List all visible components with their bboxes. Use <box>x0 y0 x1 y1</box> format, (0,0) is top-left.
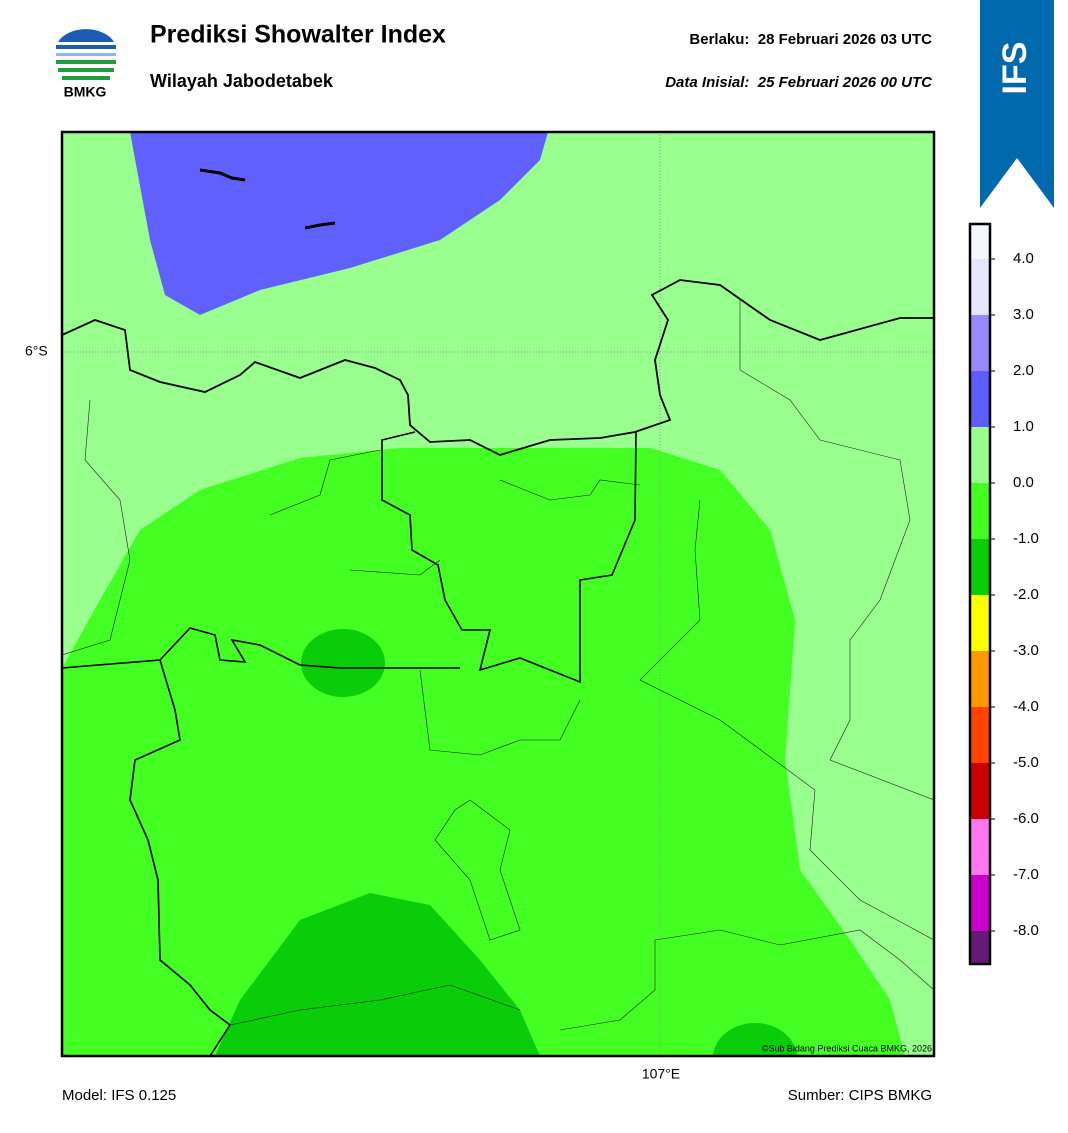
logo: BMKG <box>56 29 116 100</box>
colorbar-band <box>970 427 990 483</box>
footer-source: Sumber: CIPS BMKG <box>788 1087 932 1104</box>
colorbar-band <box>970 483 990 539</box>
colorbar-label: 1.0 <box>1013 418 1034 435</box>
subtitle: Wilayah Jabodetabek <box>150 71 334 91</box>
init-time: Data Inisial: 25 Februari 2026 00 UTC <box>665 74 933 91</box>
colorbar-band <box>970 224 990 259</box>
colorbar-band <box>970 763 990 819</box>
colorbar-label: -7.0 <box>1013 866 1039 883</box>
contour-dark <box>301 629 385 697</box>
contour-green <box>62 448 905 1056</box>
coastline <box>62 279 934 456</box>
contour-dark <box>215 893 540 1056</box>
colorbar-band <box>970 371 990 427</box>
badge-text: IFS <box>996 42 1034 95</box>
colorbar-label: -5.0 <box>1013 754 1039 771</box>
island <box>199 168 336 230</box>
province-border <box>62 431 637 1056</box>
colorbar-label: -1.0 <box>1013 530 1039 547</box>
colorbar-band <box>970 595 990 651</box>
colorbar-label: -6.0 <box>1013 810 1039 827</box>
colorbar-band <box>970 819 990 875</box>
map <box>62 132 934 1056</box>
badge <box>980 0 1054 208</box>
valid-time: Berlaku: 28 Februari 2026 03 UTC <box>689 31 932 48</box>
colorbar-band <box>970 875 990 931</box>
colorbar-band <box>970 931 990 964</box>
colorbar-label: 0.0 <box>1013 474 1034 491</box>
contour-dark <box>713 1023 797 1056</box>
lat-label: 6°S <box>25 343 48 359</box>
colorbar-label: -8.0 <box>1013 922 1039 939</box>
colorbar-band <box>970 707 990 763</box>
colorbar-label: 3.0 <box>1013 306 1034 323</box>
colorbar-band <box>970 651 990 707</box>
colorbar-band <box>970 315 990 371</box>
colorbar-frame <box>968 222 992 966</box>
lon-label: 107°E <box>642 1066 680 1082</box>
title: Prediksi Showalter Index <box>150 21 446 49</box>
colorbar-band <box>970 539 990 595</box>
logo-text: BMKG <box>64 84 107 100</box>
colorbar-label: -3.0 <box>1013 642 1039 659</box>
colorbar-label: 4.0 <box>1013 250 1034 267</box>
district-border <box>62 300 934 1031</box>
footer-model: Model: IFS 0.125 <box>62 1087 176 1104</box>
colorbar: 4.0 3.0 2.0 1.0 0.0 -1.0 -2.0 -3.0 -4.0 -5.0 -6.0 -… <box>968 222 1039 966</box>
colorbar-label: 2.0 <box>1013 362 1034 379</box>
colorbar-label: -4.0 <box>1013 698 1039 715</box>
colorbar-band <box>970 259 990 315</box>
colorbar-label: -2.0 <box>1013 586 1039 603</box>
map-frame <box>60 130 936 1058</box>
credit: ©Sub Bidang Prediksi Cuaca BMKG, 2026 <box>762 1043 932 1053</box>
